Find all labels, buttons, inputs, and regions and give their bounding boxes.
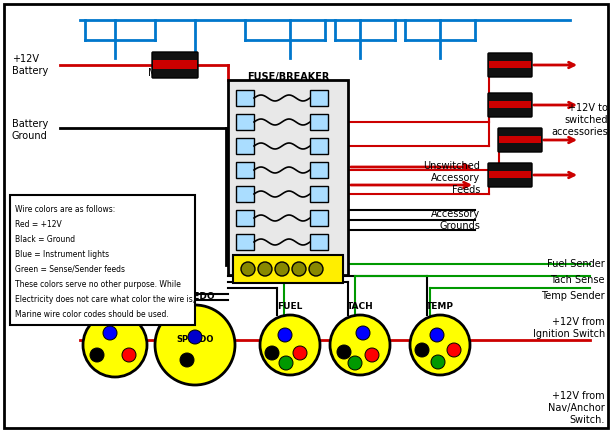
FancyBboxPatch shape [498,128,542,152]
Circle shape [278,328,292,342]
Circle shape [293,346,307,360]
Bar [236,234,254,250]
Circle shape [430,328,444,342]
Bar [236,186,254,202]
Bar [489,60,531,68]
Text: VOLTS: VOLTS [99,300,131,309]
FancyBboxPatch shape [488,53,532,77]
Text: SPEEDO: SPEEDO [176,334,214,343]
Circle shape [103,326,117,340]
Bar [10,195,195,325]
Circle shape [356,326,370,340]
Circle shape [410,315,470,375]
Text: Tach Sense: Tach Sense [551,275,605,285]
Text: Battery
Ground: Battery Ground [12,119,48,141]
Circle shape [431,355,445,369]
Text: Electricity does not care what color the wire is,: Electricity does not care what color the… [15,295,195,304]
Circle shape [258,262,272,276]
Circle shape [447,343,461,357]
FancyBboxPatch shape [488,163,532,187]
Bar [310,186,328,202]
Bar [489,171,531,178]
Circle shape [83,313,147,377]
Circle shape [330,315,390,375]
Bar [228,80,348,275]
Text: Fuel Sender: Fuel Sender [547,259,605,269]
Circle shape [155,305,235,385]
Text: SPEEDO: SPEEDO [174,292,215,301]
Text: +12V
Battery: +12V Battery [12,54,48,76]
Text: Blue = Instrument lights: Blue = Instrument lights [15,250,109,259]
Bar [310,138,328,154]
Text: TEMP: TEMP [426,302,454,311]
Circle shape [365,348,379,362]
FancyBboxPatch shape [152,52,198,78]
Circle shape [265,346,279,360]
Text: Wire colors are as follows:: Wire colors are as follows: [15,205,115,214]
Text: These colors serve no other purpose. While: These colors serve no other purpose. Whi… [15,280,181,289]
Text: +12V from
Ignition Switch: +12V from Ignition Switch [533,317,605,339]
Circle shape [180,353,194,367]
FancyBboxPatch shape [488,93,532,117]
Bar [236,210,254,226]
Circle shape [348,356,362,370]
Text: Master: Master [148,68,182,78]
Bar [310,234,328,250]
Bar [489,101,531,108]
Bar [310,162,328,178]
Text: Unswitched
Accessory
Feeds: Unswitched Accessory Feeds [423,162,480,194]
Text: +12V to
switched
accessories: +12V to switched accessories [551,103,608,137]
Bar [236,114,254,130]
Text: Green = Sense/Sender feeds: Green = Sense/Sender feeds [15,265,125,274]
Bar [499,136,541,143]
Circle shape [90,348,104,362]
Circle shape [292,262,306,276]
Text: Accessory
Grounds: Accessory Grounds [431,209,480,231]
Circle shape [275,262,289,276]
Text: Temp Sender: Temp Sender [542,291,605,301]
Text: Marine wire color codes should be used.: Marine wire color codes should be used. [15,310,169,319]
Bar [236,90,254,106]
Bar [310,210,328,226]
Bar [236,162,254,178]
Circle shape [188,330,202,344]
Text: Red = +12V: Red = +12V [15,220,62,229]
Bar [153,60,197,69]
Circle shape [337,345,351,359]
Circle shape [122,348,136,362]
Bar [310,114,328,130]
Circle shape [279,356,293,370]
Circle shape [241,262,255,276]
Text: Black = Ground: Black = Ground [15,235,75,244]
Text: +12V from
Nav/Anchor
Switch.: +12V from Nav/Anchor Switch. [548,391,605,425]
Circle shape [415,343,429,357]
Text: TACH: TACH [346,302,373,311]
Text: FUEL: FUEL [277,302,303,311]
Circle shape [260,315,320,375]
Bar [236,138,254,154]
Circle shape [309,262,323,276]
Text: FUSE/BREAKER
PANEL: FUSE/BREAKER PANEL [247,72,329,94]
Bar [233,255,343,283]
Bar [310,90,328,106]
